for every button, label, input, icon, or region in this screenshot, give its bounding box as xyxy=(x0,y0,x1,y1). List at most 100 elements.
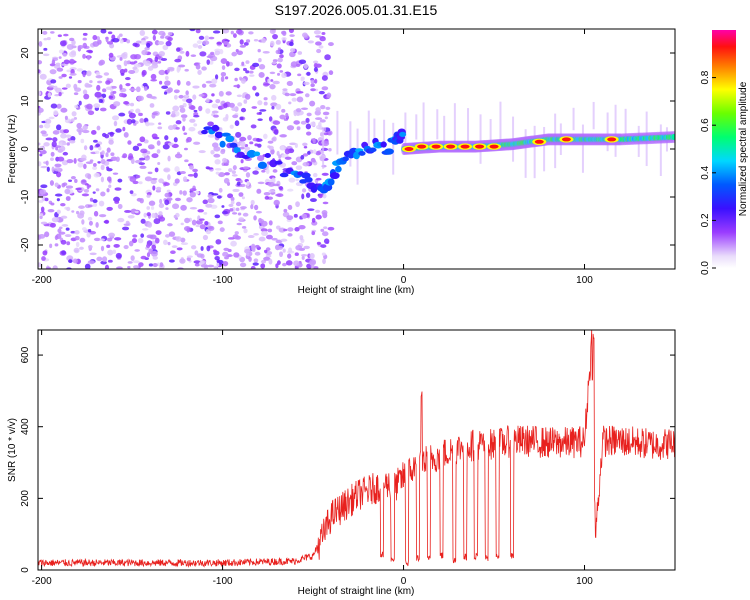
spectrogram-track-cell xyxy=(257,161,267,169)
spectrogram-noise-cell xyxy=(95,188,100,192)
spectrogram-noise-cell xyxy=(188,126,196,132)
spectrogram-noise-cell xyxy=(95,150,100,155)
spectrogram-noise-cell xyxy=(313,62,318,68)
spectrogram-noise-cell xyxy=(310,88,316,92)
spectrogram-noise-cell xyxy=(113,101,121,107)
spectrogram-noise-cell xyxy=(205,80,213,84)
spectrogram-noise-cell xyxy=(151,29,158,35)
spectrogram-noise-cell xyxy=(138,157,146,161)
spectrogram-noise-cell xyxy=(256,188,262,194)
spectrogram-noise-cell xyxy=(293,213,298,218)
spectrogram-noise-cell xyxy=(171,245,178,249)
spectrogram-noise-cell xyxy=(50,157,54,161)
spectrogram-noise-cell xyxy=(92,166,98,171)
spectrogram-noise-cell xyxy=(40,221,48,225)
spectrogram-noise-cell xyxy=(89,80,93,84)
spectrogram-noise-cell xyxy=(61,183,66,188)
spectrogram-noise-cell xyxy=(281,30,287,35)
spectrogram-noise-cell xyxy=(199,218,205,221)
spectrogram-noise-cell xyxy=(98,61,104,66)
spectrogram-noise-cell xyxy=(207,225,215,231)
spectrogram-noise-cell xyxy=(93,103,101,109)
spectrogram-noise-cell xyxy=(61,142,68,146)
spectrogram-noise-cell xyxy=(265,234,273,240)
spectrogram-noise-cell xyxy=(56,124,62,131)
spectrogram-noise-cell xyxy=(318,45,324,49)
spectrogram-noise-cell xyxy=(232,165,237,171)
spectrogram-noise-cell xyxy=(223,102,228,109)
spectrogram-noise-cell xyxy=(204,35,210,41)
spectrogram-noise-cell xyxy=(122,153,128,159)
spectrogram-core-cell xyxy=(446,144,456,149)
spectrogram-track-cell xyxy=(264,153,271,158)
spectrogram-noise-cell xyxy=(65,227,70,231)
spectrogram-noise-cell xyxy=(240,141,246,148)
spectrogram-noise-cell xyxy=(167,31,173,36)
spectrogram-noise-cell xyxy=(293,110,297,117)
spectrogram-noise-cell xyxy=(210,149,215,155)
spectrogram-noise-cell xyxy=(297,73,302,77)
spectrogram-noise-cell xyxy=(86,103,93,110)
spectrogram-y-tick-label: -10 xyxy=(20,189,31,204)
spectrogram-noise-cell xyxy=(221,210,228,215)
spectrogram-noise-cell xyxy=(95,143,101,148)
spectrogram-noise-cell xyxy=(82,71,86,78)
spectrogram-noise-cell xyxy=(162,32,166,37)
spectrogram-noise-cell xyxy=(108,139,114,145)
spectrogram-noise-cell xyxy=(294,227,300,232)
spectrogram-noise-cell xyxy=(150,78,158,82)
spectrogram-noise-cell xyxy=(130,54,138,60)
spectrogram-noise-cell xyxy=(77,79,82,84)
spectrogram-streak xyxy=(436,109,439,140)
spectrogram-noise-cell xyxy=(139,165,147,169)
spectrogram-noise-cell xyxy=(323,226,328,230)
spectrogram-noise-cell xyxy=(304,93,310,98)
spectrogram-streak xyxy=(443,115,446,149)
spectrogram-noise-cell xyxy=(313,30,322,35)
spectrogram-noise-cell xyxy=(318,121,322,128)
spectrogram-noise-cell xyxy=(234,120,240,127)
spectrogram-noise-cell xyxy=(167,142,174,146)
spectrogram-noise-cell xyxy=(315,41,322,46)
spectrogram-noise-cell xyxy=(320,105,326,110)
spectrogram-noise-cell xyxy=(85,161,93,165)
spectrogram-noise-cell xyxy=(281,108,286,113)
spectrogram-noise-cell xyxy=(183,132,188,135)
spectrogram-noise-cell xyxy=(263,133,268,140)
spectrogram-noise-cell xyxy=(214,50,221,56)
spectrogram-noise-cell xyxy=(249,74,255,77)
spectrogram-noise-cell xyxy=(200,264,208,268)
spectrogram-noise-cell xyxy=(100,164,105,171)
spectrogram-noise-cell xyxy=(118,92,125,98)
spectrogram-noise-cell xyxy=(38,161,42,167)
spectrogram-noise-cell xyxy=(307,208,315,211)
spectrogram-noise-cell xyxy=(70,230,76,234)
spectrogram-noise-cell xyxy=(307,150,311,155)
spectrogram-noise-cell xyxy=(224,256,229,260)
spectrogram-noise-cell xyxy=(238,192,244,197)
spectrogram-noise-cell xyxy=(142,228,149,231)
spectrogram-noise-cell xyxy=(192,168,198,173)
spectrogram-noise-cell xyxy=(128,112,136,119)
spectrogram-noise-cell xyxy=(140,218,146,224)
spectrogram-x-tick-label: -100 xyxy=(213,275,233,286)
spectrogram-noise-cell xyxy=(245,39,251,43)
spectrogram-streak xyxy=(467,108,470,151)
spectrogram-noise-cell xyxy=(214,214,221,219)
spectrogram-noise-cell xyxy=(161,85,169,90)
spectrogram-noise-cell xyxy=(143,212,147,218)
spectrogram-noise-cell xyxy=(55,146,59,151)
spectrogram-noise-cell xyxy=(95,71,101,76)
spectrogram-noise-cell xyxy=(62,151,69,156)
spectrogram-noise-cell xyxy=(151,177,158,181)
spectrogram-noise-cell xyxy=(113,196,121,203)
spectrogram-noise-cell xyxy=(216,259,221,263)
spectrogram-noise-cell xyxy=(106,176,112,182)
spectrogram-noise-cell xyxy=(306,112,312,117)
spectrogram-noise-cell xyxy=(39,189,47,195)
spectrogram-noise-cell xyxy=(132,260,140,264)
spectrogram-noise-cell xyxy=(182,190,187,196)
spectrogram-noise-cell xyxy=(260,220,268,227)
spectrogram-noise-cell xyxy=(215,171,220,175)
spectrogram-noise-cell xyxy=(237,212,242,216)
